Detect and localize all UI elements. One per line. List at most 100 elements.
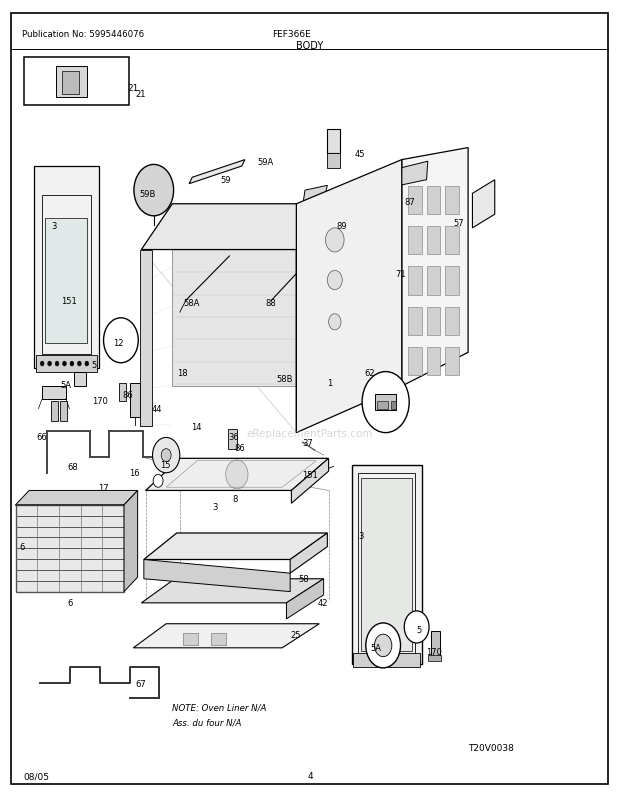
Text: 1: 1 [327, 379, 332, 388]
Polygon shape [291, 459, 329, 504]
Text: 58B: 58B [276, 374, 293, 383]
Bar [445, 267, 459, 295]
Text: 151: 151 [303, 470, 318, 480]
Text: 21: 21 [135, 90, 146, 99]
Text: 5: 5 [417, 625, 422, 634]
Bar [408, 307, 422, 335]
Bar [427, 227, 440, 255]
Circle shape [55, 362, 59, 367]
Bar [391, 401, 396, 409]
Bar [309, 297, 334, 330]
Text: 3: 3 [358, 531, 364, 541]
Polygon shape [141, 250, 296, 433]
Text: 37: 37 [303, 438, 313, 448]
Polygon shape [303, 186, 327, 207]
Text: BODY: BODY [296, 41, 324, 51]
Bar [343, 249, 368, 282]
Bar [352, 465, 422, 664]
Text: Publication No: 5995446076: Publication No: 5995446076 [22, 30, 144, 39]
Text: 59B: 59B [140, 189, 156, 199]
Polygon shape [133, 624, 319, 648]
Polygon shape [144, 560, 290, 592]
Bar [42, 196, 91, 354]
Bar [431, 631, 440, 659]
Bar [353, 653, 420, 667]
Bar [309, 249, 334, 282]
Text: 36: 36 [228, 432, 239, 442]
Text: 15: 15 [160, 460, 171, 470]
Polygon shape [34, 167, 99, 369]
Bar [343, 297, 368, 330]
Polygon shape [146, 459, 329, 491]
Text: 170: 170 [92, 396, 108, 406]
Circle shape [63, 362, 66, 367]
Bar [377, 401, 388, 409]
Text: 88: 88 [265, 298, 276, 308]
Circle shape [153, 475, 163, 488]
Bar [408, 227, 422, 255]
Text: 71: 71 [396, 269, 406, 279]
Text: 21: 21 [127, 83, 138, 93]
Bar [427, 347, 440, 375]
Text: eReplacementParts.com: eReplacementParts.com [247, 428, 373, 438]
Circle shape [153, 438, 180, 473]
Polygon shape [472, 180, 495, 229]
Circle shape [104, 318, 138, 363]
Text: 14: 14 [191, 422, 202, 431]
Bar [358, 473, 415, 656]
Circle shape [78, 362, 81, 367]
Polygon shape [296, 205, 346, 433]
Polygon shape [402, 148, 468, 387]
Circle shape [134, 165, 174, 217]
Text: Ass. du four N/A: Ass. du four N/A [172, 717, 242, 727]
Circle shape [70, 362, 74, 367]
Bar [42, 387, 66, 399]
Bar [427, 267, 440, 295]
Polygon shape [290, 533, 327, 573]
Circle shape [327, 271, 342, 290]
Text: 67: 67 [135, 678, 146, 688]
Bar [62, 72, 79, 95]
Bar [375, 395, 396, 411]
Bar [113, 336, 129, 346]
Bar [428, 655, 441, 662]
Text: 170: 170 [427, 646, 443, 656]
Bar [51, 401, 58, 421]
Bar [408, 187, 422, 215]
Text: 89: 89 [336, 221, 347, 231]
Text: 151: 151 [61, 296, 76, 306]
Text: 86: 86 [123, 390, 133, 399]
Bar [427, 187, 440, 215]
Text: 6: 6 [67, 598, 73, 608]
Text: 3: 3 [51, 221, 56, 231]
Text: 68: 68 [67, 462, 78, 472]
Text: 3: 3 [212, 502, 218, 512]
Text: 08/05: 08/05 [24, 771, 50, 780]
Text: 58: 58 [299, 574, 309, 584]
Bar [343, 200, 368, 234]
Bar [56, 67, 87, 98]
Text: 4: 4 [307, 771, 313, 780]
Bar [427, 307, 440, 335]
Bar [361, 479, 412, 651]
Bar [16, 505, 124, 592]
Bar [36, 355, 97, 373]
Polygon shape [141, 205, 346, 250]
Text: T20V0038: T20V0038 [468, 743, 514, 752]
Bar [74, 372, 86, 387]
Text: 59A: 59A [257, 157, 273, 167]
Text: 5A: 5A [371, 643, 382, 653]
Circle shape [366, 623, 401, 668]
Circle shape [85, 362, 89, 367]
Bar [309, 345, 334, 379]
Polygon shape [144, 533, 327, 560]
Polygon shape [16, 491, 138, 505]
Circle shape [404, 611, 429, 643]
Circle shape [362, 372, 409, 433]
Polygon shape [327, 130, 340, 154]
Bar [412, 621, 422, 634]
Text: FEF366E: FEF366E [272, 30, 311, 39]
Bar [445, 307, 459, 335]
Bar [45, 219, 87, 343]
Text: 12: 12 [113, 338, 123, 348]
